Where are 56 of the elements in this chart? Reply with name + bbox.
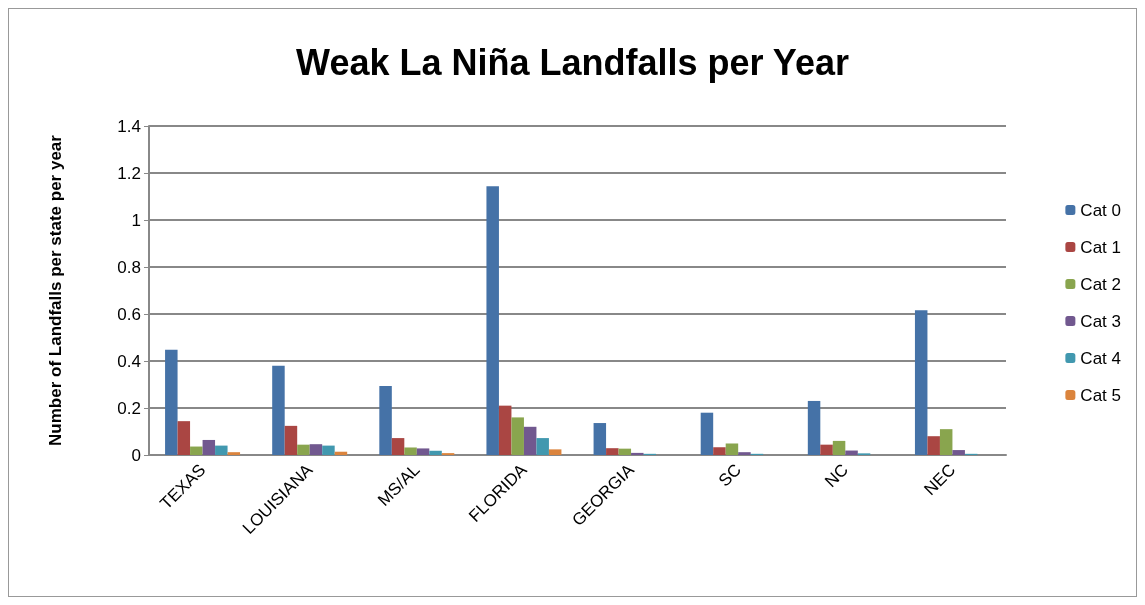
- bar: [322, 445, 335, 455]
- x-tick-label: NC: [821, 460, 853, 492]
- bar: [807, 400, 821, 455]
- bar: [227, 452, 241, 455]
- bar: [725, 443, 739, 455]
- bar: [309, 444, 323, 455]
- bar: [738, 452, 751, 455]
- bar: [511, 417, 524, 455]
- y-tick-label: 1.4: [117, 116, 141, 136]
- bar: [379, 385, 392, 455]
- legend-label: Cat 0: [1080, 200, 1122, 220]
- bar: [429, 450, 442, 455]
- bar: [631, 452, 644, 455]
- bar: [190, 446, 203, 455]
- bar: [820, 444, 833, 455]
- x-tick-label: SC: [714, 460, 745, 491]
- bar: [952, 450, 965, 455]
- bar: [404, 447, 417, 455]
- legend-label: Cat 5: [1080, 385, 1122, 405]
- bar: [700, 412, 714, 455]
- legend-label: Cat 1: [1080, 237, 1122, 257]
- legend-label: Cat 2: [1080, 274, 1122, 294]
- bar: [832, 440, 846, 455]
- bar: [498, 405, 512, 455]
- y-tick-label: 1.2: [117, 163, 141, 183]
- chart-title: Weak La Niña Landfalls per Year: [296, 41, 849, 83]
- y-tick-label: 0.6: [117, 304, 141, 324]
- bar: [177, 421, 191, 455]
- bar: [606, 448, 619, 455]
- y-tick-label: 0.8: [117, 257, 141, 277]
- bar: [845, 450, 858, 455]
- bar: [523, 426, 537, 455]
- legend-label: Cat 3: [1080, 311, 1122, 331]
- bar: [416, 448, 430, 455]
- bar: [593, 423, 607, 455]
- bar: [391, 438, 405, 455]
- y-tick-label: 0.2: [117, 398, 141, 418]
- bar: [713, 447, 726, 455]
- bar: [215, 445, 228, 455]
- bar: [548, 449, 562, 455]
- bar: [284, 425, 298, 455]
- bar: [202, 439, 216, 455]
- bar: [536, 438, 549, 455]
- bar: [618, 448, 632, 455]
- bar: [486, 186, 499, 455]
- bar: [914, 310, 928, 455]
- bar: [939, 429, 953, 455]
- bar: [927, 436, 940, 455]
- y-axis-title: Number of Landfalls per state per year: [46, 134, 65, 446]
- y-tick-label: 0.4: [117, 351, 141, 371]
- bar: [297, 444, 310, 455]
- bar: [165, 349, 178, 455]
- bar: [272, 365, 285, 455]
- legend-label: Cat 4: [1080, 348, 1122, 368]
- y-tick-label: 1: [131, 210, 141, 230]
- y-tick-label: 0: [131, 445, 141, 465]
